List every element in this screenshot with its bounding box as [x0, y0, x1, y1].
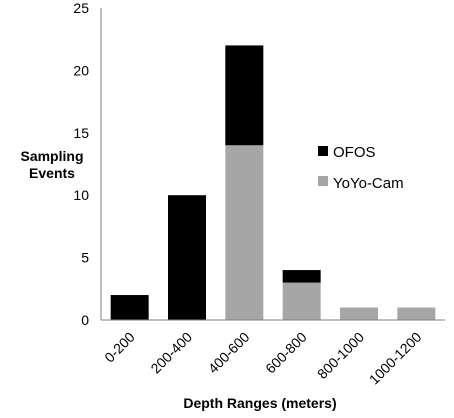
y-axis-title-line-2: Events	[29, 165, 75, 181]
legend-swatch-ofos	[318, 146, 328, 156]
y-tick-label: 20	[73, 62, 89, 78]
y-tick-label: 25	[73, 0, 89, 16]
bar-yoyo-cam-600-800	[282, 282, 321, 320]
x-tick-label: 200-400	[147, 329, 195, 377]
legend: OFOS YoYo-Cam	[318, 144, 404, 192]
bar-ofos-200-400	[168, 195, 206, 320]
x-tick-label: 400-600	[205, 329, 253, 377]
y-tick-label: 5	[81, 250, 89, 266]
bar-ofos-0-200	[110, 295, 149, 320]
bar-yoyo-cam-800-1000	[340, 307, 378, 320]
bar-yoyo-cam-400-600	[225, 145, 264, 320]
bar-ofos-600-800	[282, 270, 321, 283]
y-tick-label: 10	[73, 187, 89, 203]
bar-ofos-400-600	[225, 45, 264, 146]
x-axis-title: Depth Ranges (meters)	[183, 395, 336, 411]
y-tick-labels: 0 5 10 15 20 25	[73, 0, 89, 328]
y-axis-title-line-1: Sampling	[20, 148, 83, 164]
x-tick-label: 600-800	[262, 329, 310, 377]
x-tick-label: 1000-1200	[366, 329, 425, 388]
x-tick-labels: 0-200 200-400 400-600 600-800 800-10001000-1…	[101, 329, 424, 388]
x-tick-label: 0-200	[101, 329, 138, 366]
x-tick-label: 800-1000	[314, 329, 367, 382]
y-tick-label: 15	[73, 125, 89, 141]
legend-swatch-yoyo-cam	[318, 176, 328, 186]
bars-layer	[110, 45, 436, 320]
y-tick-label: 0	[81, 312, 89, 328]
legend-label-ofos: OFOS	[333, 144, 376, 161]
legend-label-yoyo-cam: YoYo-Cam	[333, 175, 404, 192]
bar-yoyo-cam-1000-1200	[397, 307, 436, 320]
